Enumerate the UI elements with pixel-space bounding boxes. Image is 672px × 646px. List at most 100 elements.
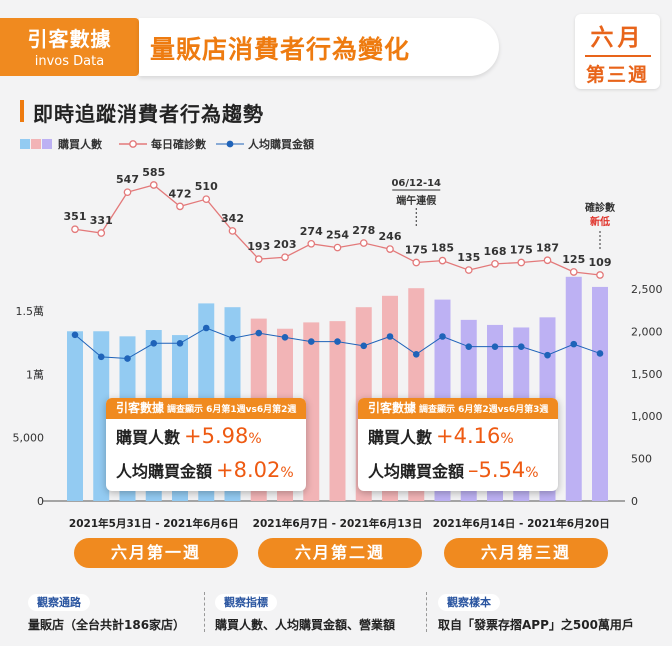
right-axis-tick-label: 1,500 — [631, 368, 663, 381]
cases-data-label: 547 — [116, 173, 139, 186]
avg-spend-point — [176, 339, 184, 347]
footer-divider — [426, 592, 427, 632]
legend-cases-marker — [119, 140, 147, 148]
card-header: 引客數據 調查顯示 6月第1週vs6月第2週 — [106, 398, 306, 419]
period-week: 第三週 — [585, 64, 649, 86]
legend-cases: 每日確診數 — [119, 136, 206, 152]
avg-spend-point — [439, 333, 446, 340]
comparison-card-week1-2: 引客數據 調查顯示 6月第1週vs6月第2週 購買人數 +5.98% 人均購買金額 +… — [106, 398, 306, 491]
right-axis-tick-label: 0 — [631, 495, 638, 508]
cases-data-label: 510 — [195, 180, 218, 193]
purchasers-bar — [329, 321, 346, 501]
cases-data-label: 472 — [169, 187, 192, 200]
cases-point — [438, 256, 447, 265]
cases-point — [386, 245, 394, 253]
cases-point — [307, 239, 316, 248]
footer-tag-channel: 觀察通路 — [28, 594, 90, 611]
brand-name: 引客數據 — [27, 27, 112, 51]
cases-point — [569, 268, 578, 276]
footer-tag-sample: 觀察樣本 — [438, 594, 500, 611]
right-axis-tick-label: 2,000 — [631, 325, 663, 338]
page-title: 量販店消費者行為變化 — [150, 35, 411, 64]
avg-spend-point — [281, 334, 289, 341]
cases-point — [254, 255, 263, 263]
card-row-label: 購買人數 — [116, 428, 181, 447]
legend-purchasers-label: 購買人數 — [58, 138, 102, 151]
cases-data-label: 331 — [90, 214, 113, 227]
week-range-label: 2021年6月7日 - 2021年6月13日 — [253, 517, 423, 530]
cases-point — [176, 202, 184, 211]
holiday-name-label: 端午連假 — [396, 194, 437, 207]
cases-data-label: 274 — [300, 225, 323, 238]
cases-point — [359, 239, 368, 247]
card-row-unit: % — [500, 431, 514, 447]
purchasers-bar — [93, 331, 110, 501]
cases-data-label: 193 — [247, 240, 270, 253]
purchasers-bar — [592, 286, 608, 501]
cases-data-label: 125 — [562, 253, 585, 266]
footer-tag-metrics: 觀察指標 — [215, 594, 277, 611]
card-row-avg-spend: 人均購買金額 –5.54% — [358, 455, 558, 489]
cases-point — [202, 195, 211, 204]
avg-spend-point — [124, 355, 131, 362]
legend-swatch-week1 — [20, 139, 30, 149]
cases-point — [71, 225, 79, 234]
footer-text-sample: 取自「發票存摺APP」之500萬用戶 — [438, 618, 634, 632]
cases-data-label: 168 — [484, 245, 507, 258]
brand-name-en: invos Data — [34, 54, 105, 69]
cases-point — [228, 227, 237, 235]
cases-point — [97, 229, 106, 237]
avg-spend-point — [570, 340, 578, 348]
week-pill-3: 六月第三週 — [444, 538, 608, 568]
cases-data-label: 203 — [274, 238, 297, 251]
section-title: 即時追蹤消費者行為趨勢 — [33, 102, 264, 126]
avg-spend-point — [150, 339, 158, 347]
period-divider — [584, 55, 651, 57]
week-range-label: 2021年5月31日 - 2021年6月6日 — [69, 517, 239, 530]
avg-spend-point — [334, 338, 341, 345]
card-row-unit: % — [280, 465, 294, 481]
avg-spend-point — [71, 331, 79, 339]
footer-text-metrics: 購買人數、人均購買金額、營業額 — [215, 618, 396, 632]
cases-data-label: 175 — [405, 244, 428, 257]
avg-spend-point — [412, 350, 420, 358]
holiday-date-label: 06/12-14 — [391, 178, 441, 189]
avg-spend-point — [97, 353, 105, 361]
footer-text-channel: 量販店（全台共計186家店） — [28, 618, 186, 632]
avg-spend-point — [307, 338, 315, 345]
purchasers-bar — [303, 322, 320, 501]
legend-swatch-week3 — [42, 139, 52, 149]
low-annotation-label: 新低 — [590, 215, 610, 228]
purchasers-bar — [67, 331, 83, 501]
legend-avg-spend: 人均購買金額 — [216, 136, 314, 152]
cases-data-label: 135 — [457, 251, 480, 264]
avg-spend-point — [544, 351, 551, 359]
period-badge: 六月 第三週 — [575, 14, 660, 89]
avg-spend-point — [465, 343, 473, 350]
left-axis-tick-label: 0 — [37, 495, 44, 508]
legend-spend-marker — [216, 140, 244, 148]
headline-pill — [139, 18, 499, 76]
cases-data-label: 109 — [589, 256, 612, 269]
card-note: 調查顯示 6月第2週vs6月第3週 — [419, 405, 549, 415]
avg-spend-point — [517, 343, 525, 350]
cases-data-label: 342 — [221, 212, 244, 225]
cases-data-label: 585 — [142, 166, 165, 179]
card-brand: 引客數據 — [116, 401, 165, 415]
card-row-value: +4.16 — [436, 424, 501, 448]
week-pill-2: 六月第二週 — [258, 538, 422, 568]
cases-point — [596, 271, 604, 279]
right-axis-tick-label: 1,000 — [631, 410, 663, 423]
cases-point — [491, 259, 499, 268]
section-accent — [20, 100, 24, 122]
cases-data-label: 254 — [326, 229, 349, 242]
right-axis-tick-label: 2,500 — [631, 283, 663, 296]
cases-data-label: 246 — [379, 230, 402, 243]
week-range-label: 2021年6月14日 - 2021年6月20日 — [433, 517, 610, 530]
period-month: 六月 — [590, 25, 645, 51]
avg-spend-point — [491, 343, 499, 350]
legend-avg-spend-label: 人均購買金額 — [248, 138, 314, 151]
low-annotation-label: 確診數 — [585, 201, 615, 214]
right-axis-tick-label: 500 — [631, 453, 652, 466]
card-row-label: 購買人數 — [368, 428, 433, 447]
